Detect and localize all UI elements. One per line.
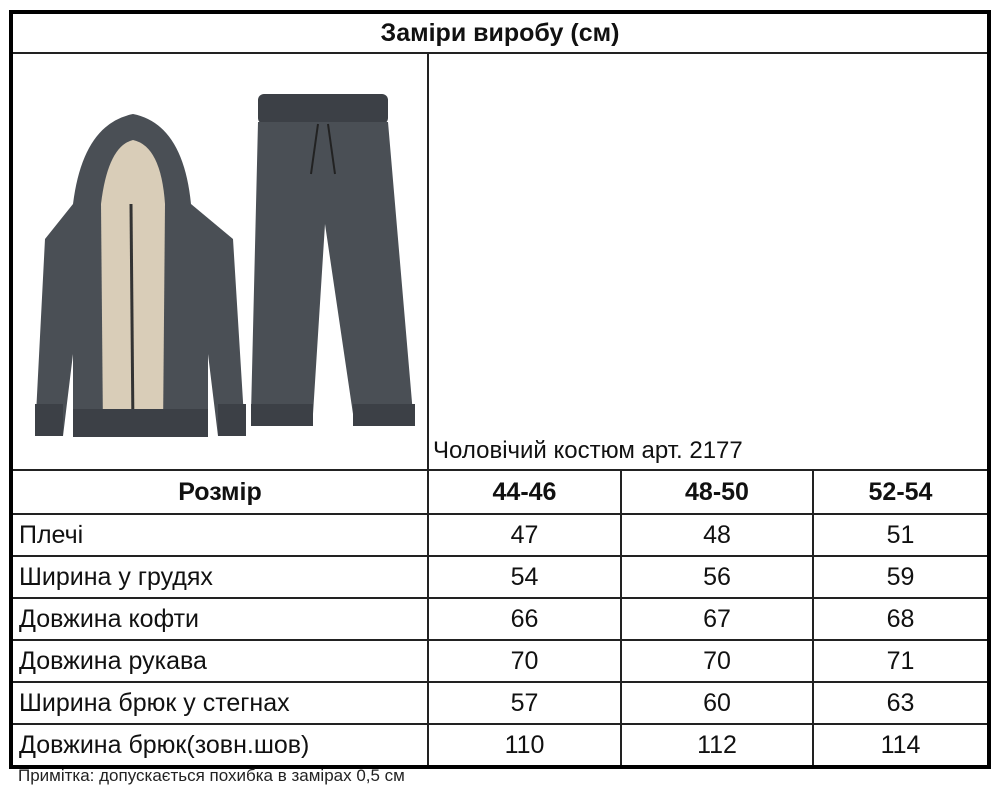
table-row: Довжина брюк(зовн.шов) 110 112 114 (10, 723, 990, 768)
table-row: Довжина кофти 66 67 68 (10, 597, 990, 641)
cell-value: 59 (812, 555, 990, 599)
cell-value: 47 (427, 513, 622, 557)
cell-value: 67 (620, 597, 814, 641)
cell-value: 110 (427, 723, 622, 768)
row-label: Плечі (10, 513, 429, 557)
cell-value: 70 (620, 639, 814, 683)
cell-value: 63 (812, 681, 990, 725)
chart-title: Заміри виробу (см) (10, 11, 990, 54)
row-label: Довжина брюк(зовн.шов) (10, 723, 429, 768)
table-header-row: Розмір 44-46 48-50 52-54 (10, 469, 990, 515)
header-size: Розмір (10, 469, 429, 515)
table-row: Ширина брюк у стегнах 57 60 63 (10, 681, 990, 725)
row-label: Ширина у грудях (10, 555, 429, 599)
cell-value: 71 (812, 639, 990, 683)
cell-value: 70 (427, 639, 622, 683)
header-size-48-50: 48-50 (620, 469, 814, 515)
product-image (35, 94, 415, 437)
table-row: Ширина у грудях 54 56 59 (10, 555, 990, 599)
cell-value: 56 (620, 555, 814, 599)
cell-value: 66 (427, 597, 622, 641)
row-label: Довжина рукава (10, 639, 429, 683)
product-image-cell (10, 52, 429, 471)
header-size-44-46: 44-46 (427, 469, 622, 515)
jacket-image (35, 114, 246, 437)
cell-value: 60 (620, 681, 814, 725)
cell-value: 114 (812, 723, 990, 768)
table-row: Довжина рукава 70 70 71 (10, 639, 990, 683)
cell-value: 57 (427, 681, 622, 725)
cell-value: 48 (620, 513, 814, 557)
pants-image (251, 94, 415, 426)
row-label: Ширина брюк у стегнах (10, 681, 429, 725)
product-caption: Чоловічий костюм арт. 2177 (427, 52, 990, 471)
cell-value: 68 (812, 597, 990, 641)
header-size-52-54: 52-54 (812, 469, 990, 515)
footnote: Примітка: допускається похибка в замірах… (18, 766, 405, 785)
cell-value: 54 (427, 555, 622, 599)
cell-value: 112 (620, 723, 814, 768)
row-label: Довжина кофти (10, 597, 429, 641)
size-chart-table: Заміри виробу (см) (9, 10, 991, 769)
table-row: Плечі 47 48 51 (10, 513, 990, 557)
cell-value: 51 (812, 513, 990, 557)
